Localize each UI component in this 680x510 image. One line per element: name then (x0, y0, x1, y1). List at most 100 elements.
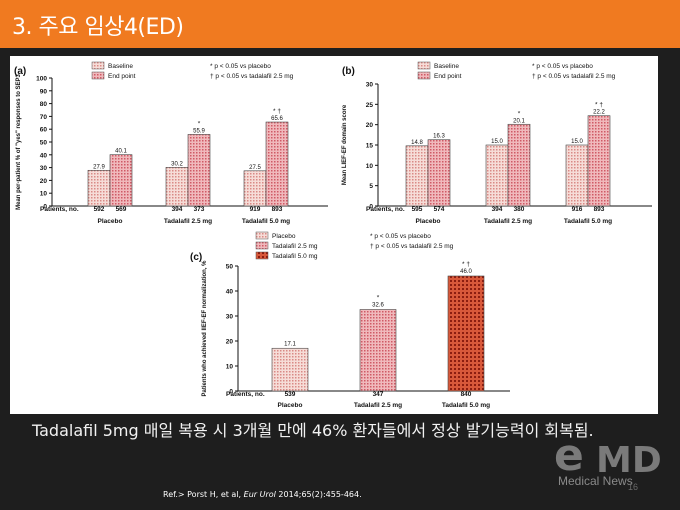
reference-journal: Eur Urol (243, 490, 276, 499)
chart1-category-label: Placebo (98, 218, 123, 225)
chart2-bar-value-label: 15.0 (491, 139, 503, 145)
chart2-patient-count: 893 (594, 206, 605, 213)
chart1-bar (187, 134, 211, 207)
chart1-patient-count: 569 (116, 206, 127, 213)
chart1-y-axis-label: Mean per-patient % of "yes" responses to… (16, 73, 22, 209)
chart1-bar-value-label: 30.2 (171, 161, 183, 167)
chart2-y-tick-label: 5 (369, 183, 373, 190)
chart3-legend-label: Tadalafil 2.5 mg (272, 243, 318, 250)
chart3-y-tick-label: 10 (226, 364, 234, 371)
chart3-panel-label: (c) (190, 252, 202, 263)
chart2-category-label: Placebo (416, 218, 441, 225)
chart1-y-tick-label: 80 (40, 101, 48, 108)
chart1-legend-label: End point (108, 73, 136, 80)
chart3-category-label: Placebo (278, 402, 303, 409)
chart3-bar-value-label: 46.0 (460, 269, 472, 275)
reference: Ref.> Porst H, et al, Eur Urol 2014;65(2… (163, 490, 362, 499)
chart3-y-tick-label: 30 (226, 314, 234, 321)
chart1-bar (109, 154, 133, 207)
chart1-patient-count: 919 (250, 206, 261, 213)
chart1-y-tick-label: 0 (43, 204, 47, 211)
chart2-bar (485, 144, 509, 207)
chart2-legend-note: * p < 0.05 vs placebo (532, 63, 593, 70)
title-bar: 3. 주요 임상4(ED) (0, 0, 680, 48)
chart2-patient-count: 394 (492, 206, 503, 213)
chart1-patient-count: 373 (194, 206, 205, 213)
page-number: 16 (628, 482, 639, 492)
chart3-bar (447, 275, 485, 392)
chart1-category-label: Tadalafil 5.0 mg (242, 218, 290, 225)
chart2-y-tick-label: 15 (366, 143, 374, 150)
chart2-bar (405, 145, 429, 207)
chart1-legend-swatch (91, 61, 105, 70)
chart2-patient-count: 380 (514, 206, 525, 213)
chart3-legend-swatch (255, 231, 269, 240)
chart3-y-tick-label: 50 (226, 264, 234, 271)
chart2-significance-mark: * † (595, 102, 603, 109)
reference-suffix: 2014;65(2):455-464. (275, 490, 362, 499)
chart1-y-tick-label: 40 (40, 152, 48, 159)
chart3-bar-value-label: 17.1 (284, 341, 296, 347)
chart3-bar (359, 309, 397, 392)
chart1-bar (243, 170, 267, 207)
chart1-y-tick-label: 90 (40, 88, 48, 95)
chart2-bar-value-label: 15.0 (571, 139, 583, 145)
chart1-category-label: Tadalafil 2.5 mg (164, 218, 212, 225)
chart3-patient-count: 840 (461, 391, 472, 398)
chart1-bar (165, 167, 189, 207)
chart2-patient-count: 574 (434, 206, 445, 213)
chart3-significance-mark: * (377, 295, 380, 302)
chart1-bar-value-label: 40.1 (115, 149, 127, 155)
chart2-panel-label: (b) (342, 66, 355, 77)
chart2-category-label: Tadalafil 2.5 mg (484, 218, 532, 225)
chart3-legend-label: Tadalafil 5.0 mg (272, 253, 318, 260)
chart2-bar-value-label: 20.1 (513, 118, 525, 124)
chart2-patient-count: 595 (412, 206, 423, 213)
chart1-panel-label: (a) (14, 66, 26, 77)
chart3-y-axis-label: Patients who achieved IIEF-EF normalizat… (202, 260, 208, 397)
chart1-y-tick-label: 60 (40, 127, 48, 134)
chart2-legend-label: Baseline (434, 63, 459, 70)
chart2-bar-value-label: 22.2 (593, 110, 605, 116)
logo-e: e (554, 430, 584, 481)
chart1-bar-value-label: 65.6 (271, 116, 283, 122)
figure-panel: (a) 0 10 20 30 40 50 60 70 80 90 100 Mean per-patien… (10, 56, 658, 414)
chart1-patient-count: 592 (94, 206, 105, 213)
chart3-category-label: Tadalafil 2.5 mg (354, 402, 402, 409)
chart2-patient-count: 916 (572, 206, 583, 213)
chart1-significance-mark: * (198, 120, 201, 127)
chart3-bar (271, 347, 309, 392)
chart1-legend-note: * p < 0.05 vs placebo (210, 63, 271, 70)
chart2-bar-value-label: 14.8 (411, 140, 423, 146)
chart1-legend-label: Baseline (108, 63, 133, 70)
chart2-legend-note: † p < 0.05 vs tadalafil 2.5 mg (532, 73, 616, 80)
chart1-y-tick-label: 50 (40, 140, 48, 147)
chart1-patient-count: 394 (172, 206, 183, 213)
chart3-y-tick-label: 40 (226, 289, 234, 296)
chart1-y-tick-label: 10 (40, 191, 48, 198)
chart2-y-tick-label: 10 (366, 163, 374, 170)
chart3-patients-label: Patients, no. (226, 391, 265, 398)
chart1-y-tick-label: 100 (36, 76, 47, 83)
reference-prefix: Ref.> Porst H, et al, (163, 490, 244, 499)
chart3-bar-value-label: 32.6 (372, 303, 384, 309)
chart2-bar (565, 144, 589, 207)
chart2-y-tick-label: 0 (369, 204, 373, 211)
chart1-patient-count: 893 (272, 206, 283, 213)
chart2-legend-swatch (417, 61, 431, 70)
chart1-legend-swatch (91, 71, 105, 80)
chart1-bar-value-label: 55.9 (193, 128, 205, 134)
chart3-legend-note: * p < 0.05 vs placebo (370, 233, 431, 240)
chart1-y-tick-label: 30 (40, 165, 48, 172)
chart1-legend-note: † p < 0.05 vs tadalafil 2.5 mg (210, 73, 294, 80)
chart2-y-tick-label: 20 (366, 122, 374, 129)
chart3-y-tick-label: 20 (226, 339, 234, 346)
chart2-bar-value-label: 16.3 (433, 134, 445, 140)
chart2-y-tick-label: 25 (366, 102, 374, 109)
chart2-category-label: Tadalafil 5.0 mg (564, 218, 612, 225)
chart3-legend-label: Placebo (272, 233, 296, 240)
chart1-bar (87, 169, 111, 207)
slide-title: 3. 주요 임상4(ED) (12, 15, 184, 40)
chart3-legend-note: † p < 0.05 vs tadalafil 2.5 mg (370, 243, 454, 250)
chart2-legend-swatch (417, 71, 431, 80)
